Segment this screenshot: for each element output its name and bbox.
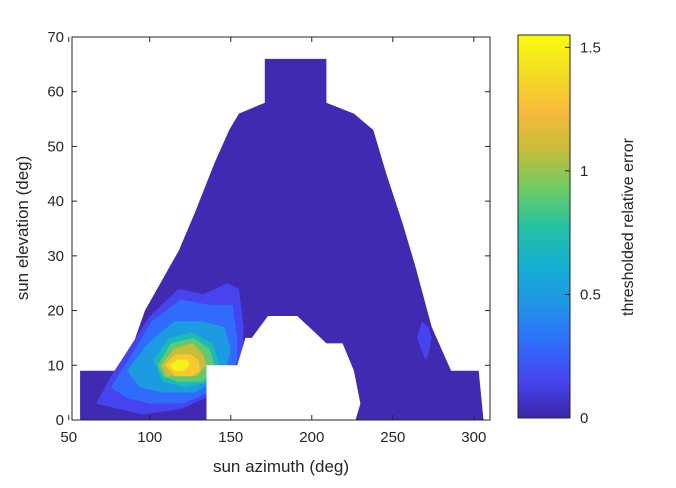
error-contour-7 [169, 359, 191, 371]
colorbar-tick-label: 0.5 [580, 286, 601, 303]
y-axis: 0 10 20 30 40 50 60 70 [47, 29, 490, 429]
x-tick-label: 200 [299, 429, 324, 446]
x-tick-label: 50 [60, 429, 77, 446]
x-tick-label: 100 [137, 429, 162, 446]
x-tick-label: 300 [461, 429, 486, 446]
colorbar-label: thresholded relative error [620, 137, 637, 316]
y-tick-label: 20 [47, 303, 64, 320]
colorbar-tick-label: 1.5 [580, 39, 601, 56]
colorbar-gradient [517, 34, 571, 419]
error-contour-8 [417, 321, 432, 360]
y-tick-label: 60 [47, 84, 64, 101]
x-tick-label: 150 [218, 429, 243, 446]
y-tick-label: 0 [56, 412, 64, 429]
y-tick-label: 30 [47, 248, 64, 265]
plot-frame [71, 36, 491, 421]
x-tick-label: 250 [380, 429, 405, 446]
y-tick-label: 40 [47, 193, 64, 210]
x-axis-label: sun azimuth (deg) [213, 457, 349, 476]
no-data-region [206, 316, 361, 420]
x-axis: 50 100 150 200 250 300 [60, 37, 486, 446]
colorbar-ticks: 0 0.5 1 1.5 [565, 39, 601, 427]
colorbar: 0 0.5 1 1.5 thresholded relative error [517, 34, 637, 427]
plot-area: 50 100 150 200 250 300 0 10 20 30 40 50 60 70 sun az… [13, 29, 491, 476]
y-tick-label: 50 [47, 138, 64, 155]
y-axis-label: sun elevation (deg) [13, 156, 32, 301]
y-tick-label: 10 [47, 357, 64, 374]
contour-layer [80, 58, 484, 420]
y-tick-label: 70 [47, 29, 64, 46]
colorbar-tick-label: 1 [580, 163, 588, 180]
colorbar-tick-label: 0 [580, 410, 588, 427]
